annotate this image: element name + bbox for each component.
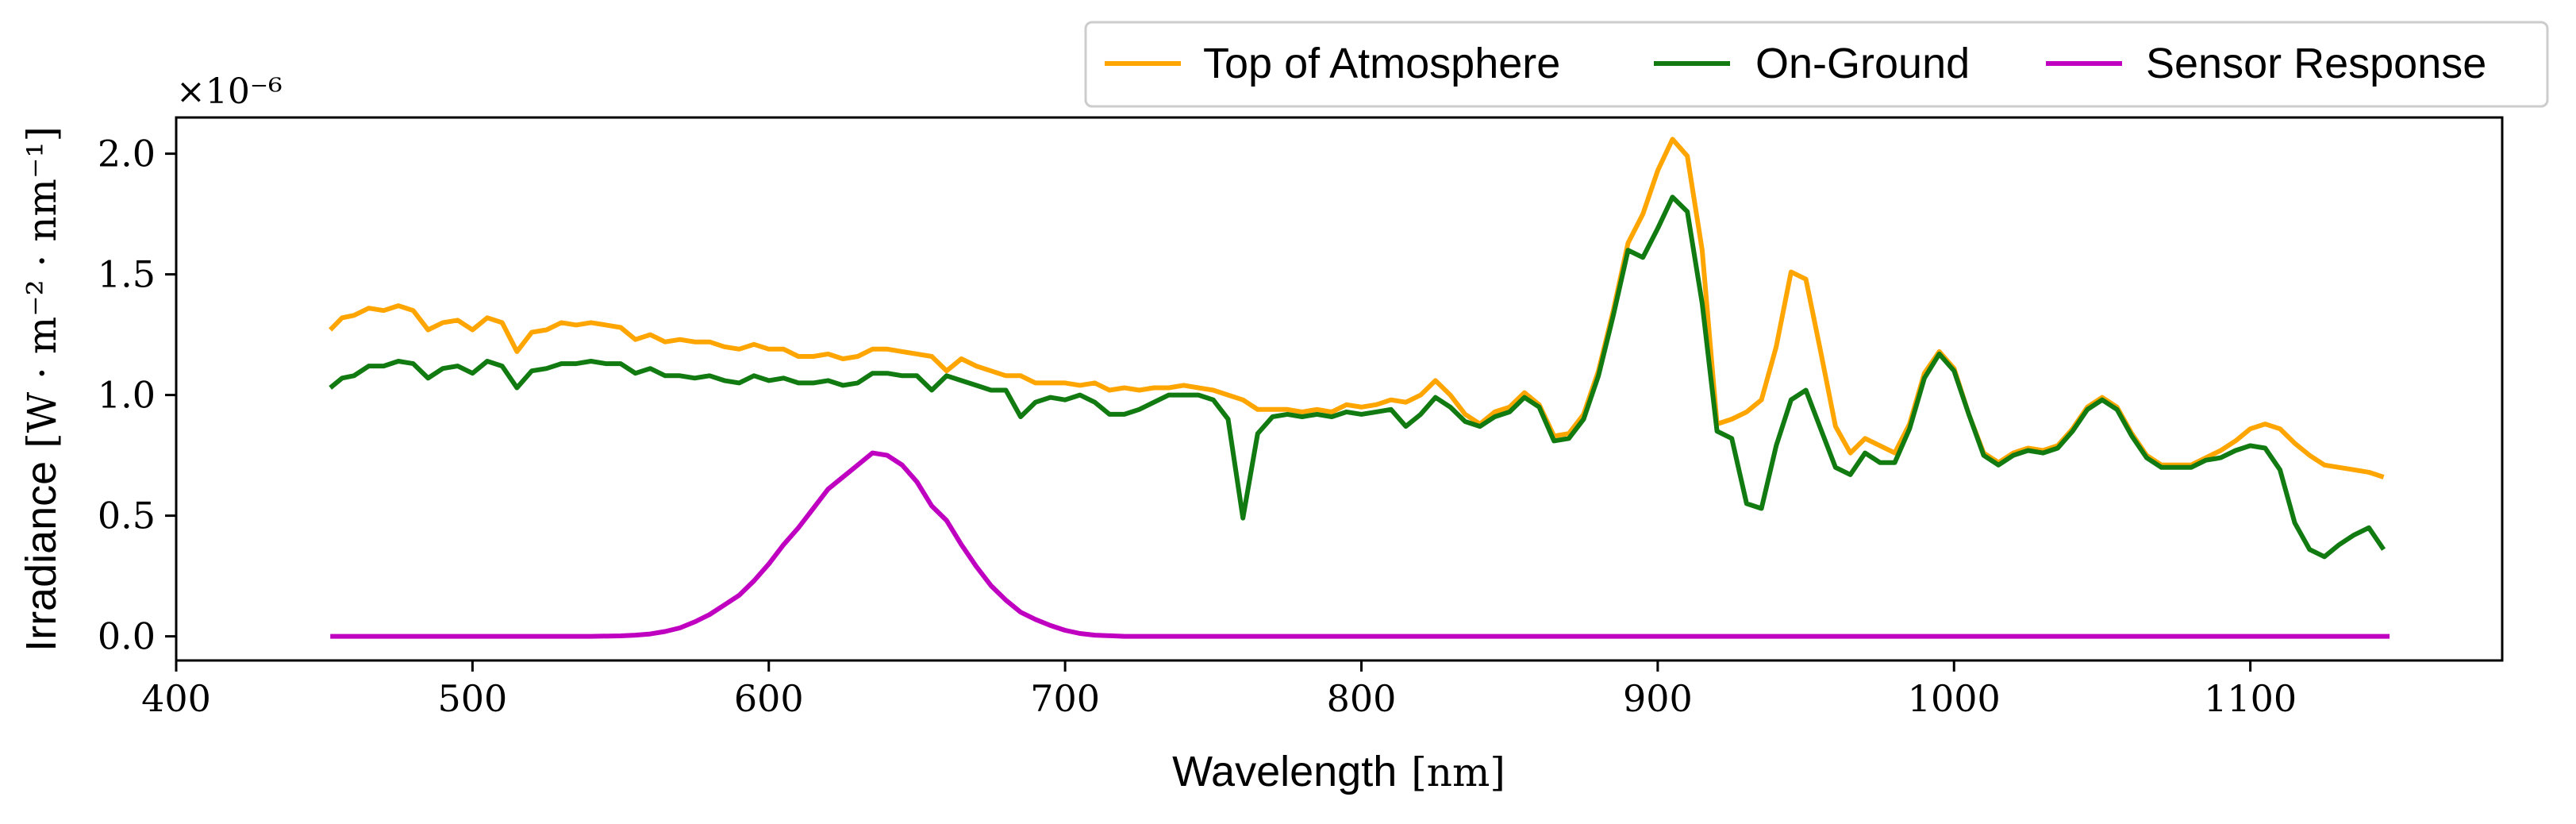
y-axis-ticks: 0.0 0.5 1.0 1.5 2.0	[98, 133, 176, 658]
x-axis-unit: [nm]	[1411, 749, 1505, 795]
legend-label-on-ground: On-Ground	[1755, 40, 1970, 87]
x-tick-label: 800	[1327, 677, 1397, 720]
series-line-top-of-atmosphere	[329, 137, 2385, 479]
series-layer	[329, 137, 2390, 639]
y-offset-label: ×10⁻⁶	[176, 71, 283, 112]
x-tick-label: 500	[437, 677, 507, 720]
x-tick-label: 1000	[1908, 677, 2001, 720]
y-axis-label: Irradiance	[17, 461, 65, 652]
series-line-on-ground	[329, 194, 2386, 560]
x-tick-label: 1100	[2204, 677, 2297, 720]
x-tick-label: 600	[734, 677, 804, 720]
y-tick-label: 0.5	[98, 495, 156, 537]
y-tick-label: 1.5	[98, 253, 156, 296]
x-tick-label: 900	[1623, 677, 1693, 720]
y-axis-unit: [W · m⁻² · nm⁻¹]	[19, 126, 65, 449]
legend-label-top-of-atmosphere: Top of Atmosphere	[1203, 40, 1560, 87]
series-line-sensor-response	[330, 450, 2390, 639]
y-tick-label: 2.0	[98, 133, 156, 175]
legend-label-sensor-response: Sensor Response	[2146, 40, 2486, 87]
legend: Top of Atmosphere On-Ground Sensor Respo…	[1084, 21, 2549, 108]
x-tick-label: 400	[141, 677, 211, 720]
plot-frame	[175, 116, 2504, 662]
y-tick-label: 1.0	[98, 374, 156, 417]
y-axis-title: Irradiance [W · m⁻² · nm⁻¹]	[17, 126, 65, 652]
y-tick-label: 0.0	[98, 615, 156, 658]
x-axis-label: Wavelength	[1172, 748, 1397, 795]
legend-box	[1084, 21, 2549, 108]
x-tick-label: 700	[1030, 677, 1100, 720]
x-axis-title: Wavelength [nm]	[1172, 748, 1505, 795]
x-axis-ticks: 400 500 600 700 800 900 1000 1100	[141, 660, 2297, 720]
